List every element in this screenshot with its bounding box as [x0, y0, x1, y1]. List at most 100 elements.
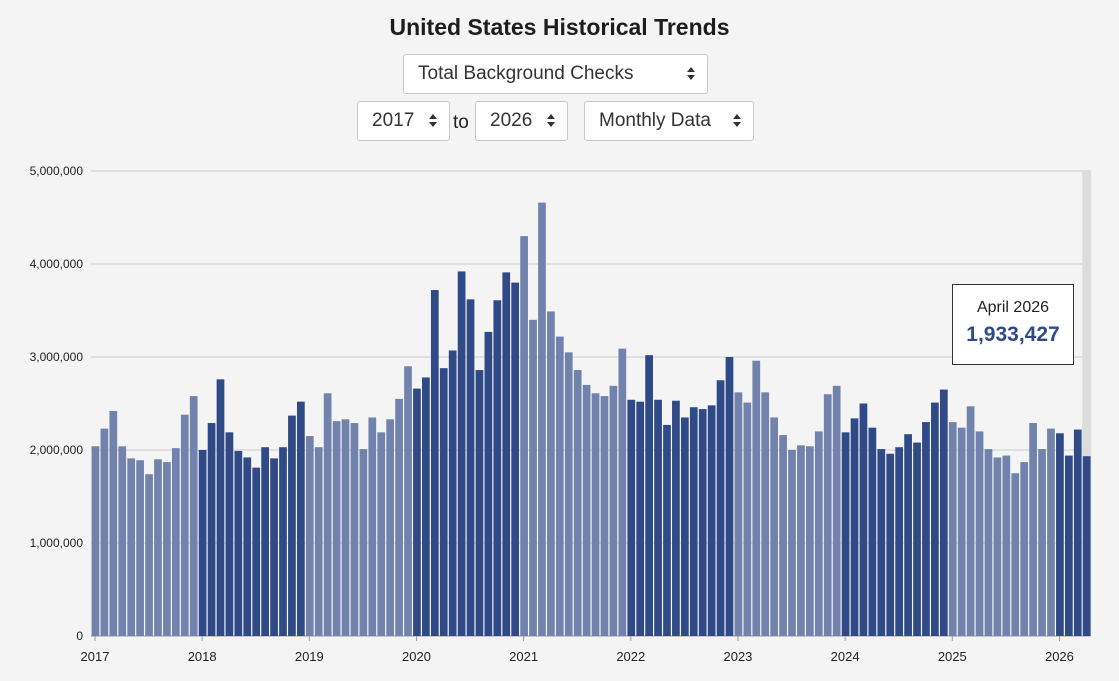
- y-tick-label: 5,000,000: [30, 164, 84, 178]
- bar: [475, 370, 484, 636]
- bar: [841, 432, 850, 636]
- tooltip-month: April 2026: [976, 299, 1050, 316]
- bar: [305, 436, 314, 636]
- bar: [618, 348, 627, 636]
- bar: [957, 427, 966, 636]
- bar: [154, 459, 162, 636]
- bar: [136, 460, 144, 636]
- bar: [859, 403, 868, 636]
- bar: [323, 393, 332, 636]
- bar: [948, 422, 957, 636]
- bar: [404, 366, 412, 636]
- y-tick-label: 2,000,000: [30, 443, 84, 457]
- bar: [939, 389, 948, 636]
- bar: [511, 282, 520, 636]
- bar: [672, 400, 680, 636]
- bar: [886, 453, 895, 636]
- bar: [145, 474, 153, 636]
- bar: [538, 202, 546, 636]
- bar: [1056, 433, 1064, 636]
- bar: [707, 405, 716, 636]
- y-tick-label: 1,000,000: [30, 536, 84, 550]
- bar: [234, 450, 243, 636]
- bar: [448, 350, 457, 636]
- from-year-select[interactable]: 2017: [357, 101, 450, 141]
- bar: [288, 415, 296, 636]
- bar: [814, 431, 823, 636]
- bar: [207, 423, 216, 636]
- bar: [788, 450, 796, 636]
- x-tick-label: 2019: [295, 649, 324, 664]
- bar: [591, 393, 600, 636]
- tooltip-value: 1,933,427: [966, 323, 1060, 346]
- bar: [573, 370, 582, 636]
- bar: [663, 424, 671, 636]
- bar: [359, 449, 368, 636]
- bar: [582, 384, 591, 636]
- bar: [609, 385, 618, 636]
- bar: [395, 398, 403, 636]
- bar: [243, 457, 252, 636]
- bar: [439, 368, 448, 636]
- x-tick-label: 2023: [723, 649, 752, 664]
- bar: [734, 392, 743, 636]
- bar: [1029, 423, 1037, 636]
- interval-select[interactable]: Monthly Data: [584, 101, 754, 141]
- bar: [984, 449, 993, 636]
- bar: [377, 432, 386, 636]
- bar: [868, 427, 877, 636]
- bar: [752, 360, 761, 636]
- bar: [296, 401, 305, 636]
- bar: [645, 355, 653, 636]
- bar: [529, 319, 537, 636]
- bar: [725, 357, 734, 636]
- x-tick-label: 2017: [81, 649, 110, 664]
- bar: [850, 418, 859, 636]
- bar: [91, 446, 100, 636]
- metric-select-value: Total Background Checks: [418, 63, 634, 84]
- bar: [975, 431, 984, 636]
- bar: [832, 385, 841, 636]
- bar: [716, 380, 725, 636]
- bar: [118, 446, 127, 636]
- bar: [654, 399, 662, 636]
- bar: [1038, 449, 1046, 636]
- to-year-select[interactable]: 2026: [475, 101, 568, 141]
- bar: [922, 422, 930, 636]
- bar: [430, 290, 439, 636]
- bar: [350, 423, 359, 636]
- bar: [1064, 455, 1073, 636]
- y-tick-label: 3,000,000: [30, 350, 84, 364]
- bar: [1011, 473, 1020, 636]
- bar: [779, 435, 787, 636]
- bar: [600, 396, 609, 636]
- bar: [1020, 462, 1029, 636]
- x-tick-label: 2020: [402, 649, 431, 664]
- from-year-value: 2017: [372, 110, 415, 131]
- to-year-value: 2026: [490, 110, 533, 131]
- bar: [770, 417, 779, 636]
- bar: [823, 394, 832, 636]
- bar: [993, 457, 1002, 636]
- bar: [895, 447, 904, 636]
- x-tick-label: 2021: [509, 649, 538, 664]
- bar: [252, 467, 261, 636]
- bar: [198, 450, 207, 636]
- bar: [225, 432, 234, 636]
- bar: [904, 434, 912, 636]
- bar: [484, 331, 493, 636]
- bar: [931, 402, 939, 636]
- bar: [368, 417, 377, 636]
- bar: [806, 446, 814, 636]
- page-title: United States Historical Trends: [389, 14, 730, 40]
- bar: [314, 447, 323, 636]
- bar: [270, 458, 278, 636]
- bar: [163, 462, 171, 636]
- bar: [1082, 456, 1091, 636]
- highlight-band: [1082, 171, 1092, 636]
- bar: [743, 402, 752, 636]
- select-arrows-icon: [429, 113, 437, 129]
- bar: [1047, 428, 1055, 636]
- metric-select[interactable]: Total Background Checks: [403, 54, 708, 94]
- bar: [279, 447, 287, 636]
